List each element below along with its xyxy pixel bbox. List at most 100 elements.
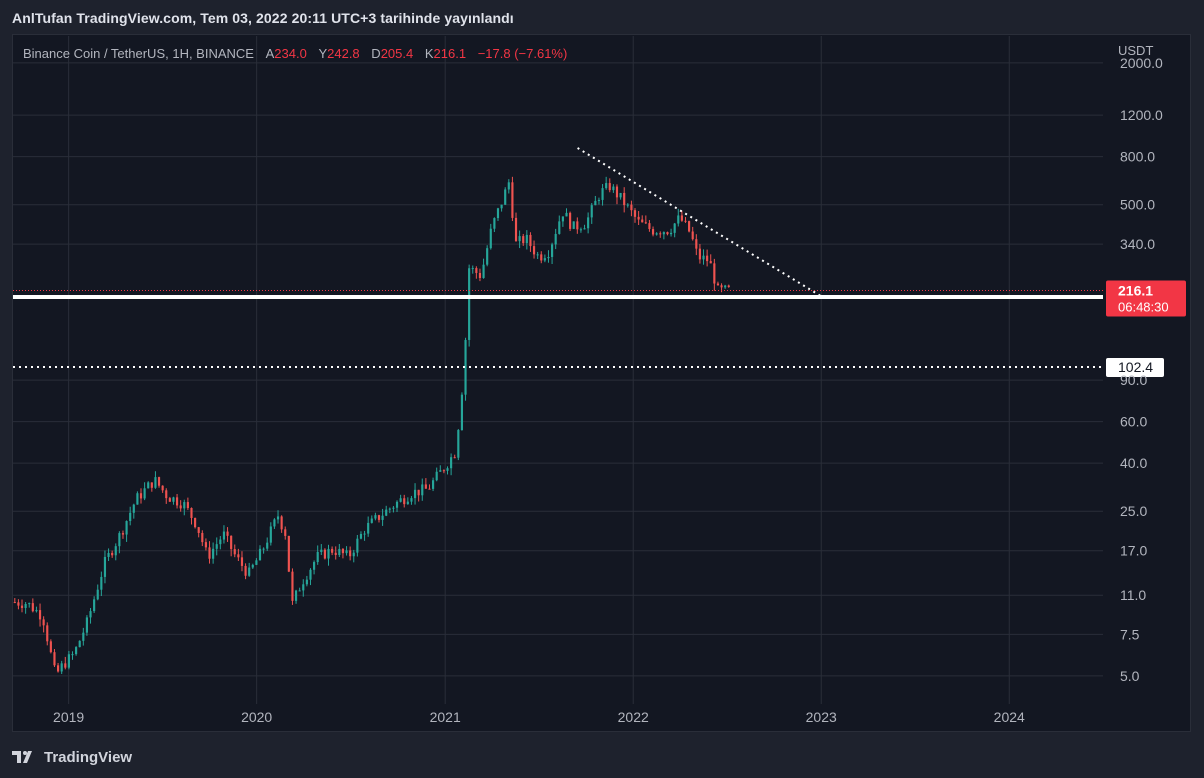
candle-body (316, 552, 319, 563)
x-tick-label: 2020 (241, 709, 272, 725)
candle-body (334, 552, 337, 556)
candle-body (154, 477, 157, 488)
candle-body (161, 485, 164, 491)
brand-text[interactable]: TradingView (44, 748, 133, 766)
candle-body (392, 507, 395, 509)
last-price-value: 216.1 (1118, 283, 1153, 299)
candle-body (684, 220, 687, 222)
candle-body (673, 223, 676, 233)
tradingview-logo-icon[interactable] (12, 749, 40, 765)
candle-body (93, 599, 96, 612)
candle-body (569, 212, 572, 229)
candle-body (475, 268, 478, 273)
candle-body (266, 542, 269, 549)
x-tick-label: 2023 (806, 709, 837, 725)
candle-body (662, 232, 665, 235)
candle-body (597, 199, 601, 201)
candle-body (688, 221, 691, 232)
y-tick-label: 25.0 (1120, 503, 1147, 519)
candle-body (103, 556, 107, 577)
candle-body (82, 632, 85, 641)
y-tick-label: 11.0 (1120, 587, 1146, 603)
candle-body (587, 217, 590, 229)
candle-body (410, 498, 413, 502)
candle-body (525, 234, 528, 244)
candle-body (583, 228, 586, 230)
candle-body (175, 497, 179, 506)
open-label: A (265, 46, 275, 61)
candle-body (42, 619, 45, 626)
candle-body (143, 488, 146, 499)
candle-body (49, 641, 52, 653)
candle-body (626, 204, 629, 206)
candle-body (601, 188, 604, 200)
candle-body (623, 192, 626, 206)
candle-body (633, 210, 637, 217)
candle-body (172, 497, 175, 502)
candle-body (356, 538, 359, 553)
x-tick-label: 2024 (994, 709, 1025, 725)
candle-body (432, 480, 435, 489)
candle-body (615, 186, 619, 198)
candle-body (248, 567, 251, 576)
candle-body (511, 182, 514, 218)
candle-body (377, 515, 381, 520)
candle-body (165, 490, 168, 499)
y-tick-label: 5.0 (1120, 668, 1140, 684)
candle-body (215, 544, 218, 549)
candle-body (28, 603, 31, 605)
y-tick-label: 2000.0 (1120, 55, 1163, 71)
candle-body (118, 533, 121, 547)
chart-legend: Binance Coin / TetherUS, 1H, BINANCE A23… (23, 46, 567, 61)
candle-body (713, 263, 716, 284)
close-label: K (424, 46, 434, 61)
y-tick-label: 1200.0 (1120, 107, 1163, 123)
candle-body (619, 192, 622, 198)
candle-body (720, 285, 723, 288)
candle-body (363, 533, 366, 535)
candle-body (96, 589, 99, 600)
candle-body (543, 258, 546, 261)
candle-body (558, 221, 561, 234)
candle-body (338, 548, 341, 556)
candle-body (493, 218, 496, 229)
candle-body (67, 654, 70, 668)
candle-body (208, 547, 211, 559)
candle-body (655, 233, 658, 235)
candle-body (294, 590, 298, 601)
candle-body (457, 430, 460, 458)
candle-body (244, 565, 247, 576)
y-tick-label: 500.0 (1120, 197, 1155, 213)
candle-body (78, 640, 81, 648)
candle-body (197, 527, 200, 533)
candle-body (168, 498, 171, 502)
candle-body (489, 228, 492, 249)
candle-body (677, 215, 680, 224)
candle-body (251, 564, 254, 568)
candle-body (666, 232, 669, 235)
candle-body (388, 508, 391, 510)
close-value: 216.1 (433, 46, 467, 61)
high-label: Y (318, 46, 328, 61)
candle-body (724, 285, 727, 288)
candle-body (349, 550, 352, 557)
candle-body (31, 603, 34, 612)
candle-body (100, 576, 103, 590)
candle-body (630, 204, 633, 211)
publish-text: AnlTufan TradingView.com, Tem 03, 2022 2… (12, 10, 514, 26)
candle-body (403, 498, 406, 505)
candle-body (695, 239, 698, 249)
candle-body (644, 222, 647, 224)
y-tick-label: 60.0 (1120, 414, 1147, 430)
candle-body (514, 217, 518, 242)
candle-body (35, 610, 38, 612)
x-tick-label: 2021 (430, 709, 461, 725)
candle-body (71, 654, 74, 656)
candle-body (284, 529, 287, 536)
candle-body (121, 533, 125, 535)
chart-pane[interactable] (12, 34, 1191, 732)
candle-body (507, 182, 510, 190)
symbol-label[interactable]: Binance Coin / TetherUS, 1H, BINANCE (23, 46, 254, 61)
